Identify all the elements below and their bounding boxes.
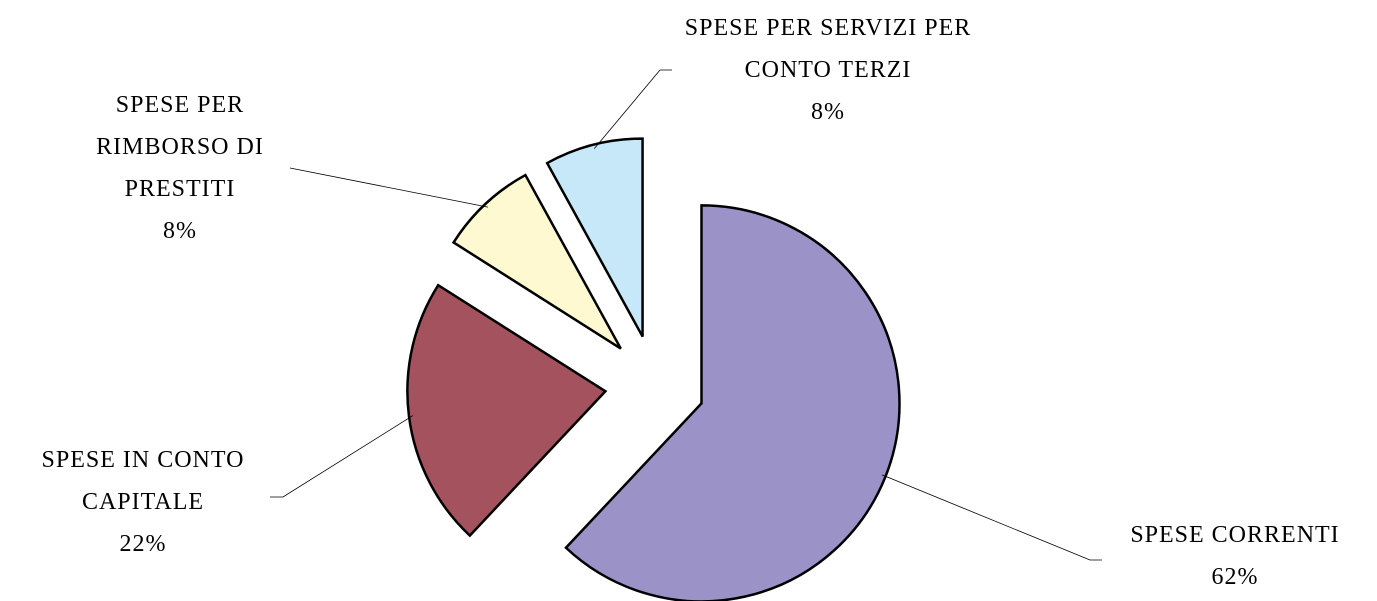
pie-slice (451, 173, 622, 350)
slice-label: SPESE CORRENTI 62% (1085, 514, 1377, 598)
leader-line (289, 167, 489, 208)
slice-label: SPESE PER RIMBORSO DI PRESTITI 8% (65, 84, 295, 252)
value-label: 8% (163, 218, 197, 244)
category-label: SPESE PER RIMBORSO DI PRESTITI (96, 92, 264, 202)
value-label: 62% (1211, 564, 1259, 590)
category-label: SPESE IN CONTO CAPITALE (41, 447, 245, 515)
value-label: 8% (811, 99, 845, 125)
leader-line (594, 69, 672, 149)
pie-slice (406, 283, 608, 538)
slice-label: SPESE IN CONTO CAPITALE 22% (3, 439, 283, 565)
leader-line (881, 474, 1102, 561)
value-label: 22% (119, 531, 167, 557)
category-label: SPESE CORRENTI (1130, 522, 1340, 548)
leader-line (270, 415, 414, 498)
pie-slice (545, 137, 644, 338)
slice-label: SPESE PER SERVIZI PER CONTO TERZI 8% (673, 7, 983, 133)
category-label: SPESE PER SERVIZI PER CONTO TERZI (684, 15, 972, 83)
